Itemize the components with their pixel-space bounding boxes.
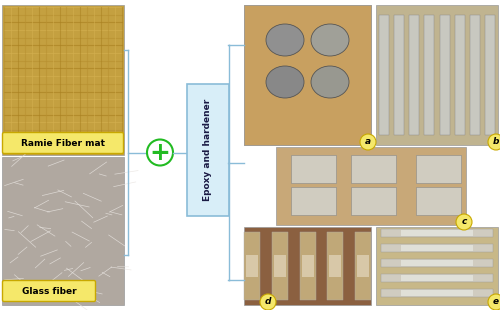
FancyBboxPatch shape	[381, 229, 493, 237]
Circle shape	[456, 214, 472, 230]
FancyBboxPatch shape	[454, 15, 464, 135]
FancyBboxPatch shape	[376, 5, 498, 145]
Text: Glass fiber: Glass fiber	[22, 286, 76, 295]
FancyBboxPatch shape	[381, 289, 493, 297]
FancyBboxPatch shape	[355, 232, 371, 300]
FancyBboxPatch shape	[244, 232, 260, 300]
FancyBboxPatch shape	[351, 155, 396, 183]
Ellipse shape	[266, 66, 304, 98]
FancyBboxPatch shape	[276, 147, 466, 225]
Text: e: e	[493, 298, 499, 307]
FancyBboxPatch shape	[394, 15, 404, 135]
FancyBboxPatch shape	[274, 255, 286, 277]
FancyBboxPatch shape	[381, 259, 493, 267]
FancyBboxPatch shape	[2, 281, 96, 302]
FancyBboxPatch shape	[291, 187, 336, 215]
FancyBboxPatch shape	[376, 227, 498, 305]
Ellipse shape	[266, 24, 304, 56]
Text: b: b	[493, 138, 499, 147]
FancyBboxPatch shape	[2, 157, 124, 305]
FancyBboxPatch shape	[440, 15, 450, 135]
FancyBboxPatch shape	[485, 15, 495, 135]
Text: +: +	[150, 140, 171, 165]
FancyBboxPatch shape	[291, 155, 336, 183]
Ellipse shape	[311, 66, 349, 98]
Circle shape	[488, 294, 500, 310]
FancyBboxPatch shape	[300, 232, 316, 300]
FancyBboxPatch shape	[327, 232, 343, 300]
FancyBboxPatch shape	[246, 255, 258, 277]
FancyBboxPatch shape	[401, 245, 473, 251]
FancyBboxPatch shape	[410, 15, 420, 135]
Text: Epoxy and hardener: Epoxy and hardener	[204, 99, 212, 201]
FancyBboxPatch shape	[401, 275, 473, 281]
FancyBboxPatch shape	[187, 84, 229, 216]
FancyBboxPatch shape	[416, 187, 461, 215]
Circle shape	[260, 294, 276, 310]
Circle shape	[147, 140, 173, 166]
FancyBboxPatch shape	[302, 255, 314, 277]
FancyBboxPatch shape	[272, 232, 288, 300]
FancyBboxPatch shape	[2, 5, 124, 155]
Text: d: d	[265, 298, 271, 307]
FancyBboxPatch shape	[244, 5, 371, 145]
FancyBboxPatch shape	[244, 227, 371, 305]
FancyBboxPatch shape	[401, 290, 473, 296]
Text: Ramie Fiber mat: Ramie Fiber mat	[21, 139, 105, 148]
Circle shape	[488, 134, 500, 150]
FancyBboxPatch shape	[379, 15, 389, 135]
FancyBboxPatch shape	[357, 255, 369, 277]
Ellipse shape	[311, 24, 349, 56]
FancyBboxPatch shape	[401, 260, 473, 266]
FancyBboxPatch shape	[470, 15, 480, 135]
FancyBboxPatch shape	[416, 155, 461, 183]
FancyBboxPatch shape	[381, 244, 493, 252]
FancyBboxPatch shape	[381, 274, 493, 282]
FancyBboxPatch shape	[244, 5, 371, 145]
FancyBboxPatch shape	[329, 255, 341, 277]
Text: a: a	[365, 138, 371, 147]
FancyBboxPatch shape	[401, 230, 473, 236]
FancyBboxPatch shape	[2, 132, 124, 153]
FancyBboxPatch shape	[424, 15, 434, 135]
Text: c: c	[462, 218, 466, 227]
FancyBboxPatch shape	[351, 187, 396, 215]
Circle shape	[360, 134, 376, 150]
